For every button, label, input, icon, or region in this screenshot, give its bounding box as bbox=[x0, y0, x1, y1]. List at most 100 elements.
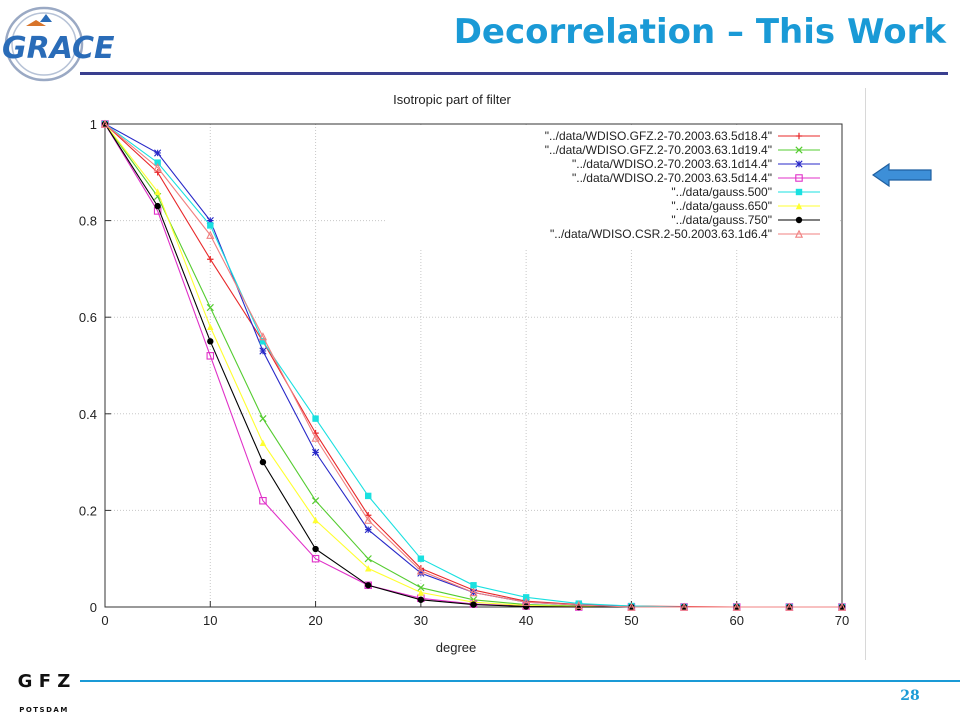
y-tick-label: 0.2 bbox=[79, 503, 97, 518]
data-point bbox=[259, 415, 267, 423]
data-point bbox=[417, 555, 425, 562]
legend-marker bbox=[794, 229, 804, 238]
y-tick-label: 1 bbox=[90, 117, 97, 132]
left-arrow-icon bbox=[871, 162, 932, 188]
data-point bbox=[207, 256, 214, 263]
data-point bbox=[364, 555, 372, 563]
data-point bbox=[154, 159, 161, 166]
filter-chart: 0 10 20 30 40 50 60 70 0 0.2 0.4 0.6 0.8 1 "../data/W… bbox=[55, 86, 867, 658]
data-point bbox=[417, 596, 425, 603]
data-point bbox=[837, 602, 847, 611]
x-tick-label: 0 bbox=[101, 613, 108, 628]
data-point bbox=[154, 202, 161, 210]
data-point bbox=[154, 149, 162, 157]
x-tick-label: 60 bbox=[729, 613, 743, 628]
data-point bbox=[417, 569, 425, 577]
data-point bbox=[469, 588, 478, 597]
data-point bbox=[311, 433, 320, 442]
data-point bbox=[311, 554, 320, 563]
data-point bbox=[679, 602, 689, 611]
legend-marker bbox=[795, 174, 803, 182]
data-point bbox=[365, 492, 372, 500]
legend-label: "../data/WDISO.2-70.2003.63.1d14.4" bbox=[572, 157, 772, 171]
y-tick-label: 0.8 bbox=[79, 214, 97, 229]
data-point bbox=[206, 217, 214, 225]
data-point bbox=[417, 589, 425, 596]
gfz-logo-text: G F Z bbox=[18, 671, 71, 692]
legend-label: "../data/WDISO.GFZ.2-70.2003.63.1d19.4" bbox=[545, 143, 772, 157]
chart-svg: 0 10 20 30 40 50 60 70 0 0.2 0.4 0.6 0.8 1 "../data/W… bbox=[79, 92, 849, 655]
data-point bbox=[312, 415, 319, 422]
legend-label: "../data/WDISO.2-70.2003.63.5d14.4" bbox=[572, 171, 772, 185]
legend-marker bbox=[795, 160, 803, 168]
y-tick-label: 0.6 bbox=[79, 310, 97, 325]
legend-marker bbox=[795, 146, 803, 154]
data-point bbox=[153, 163, 162, 172]
legend-marker bbox=[795, 132, 803, 140]
data-point bbox=[100, 119, 110, 128]
title-rule bbox=[80, 72, 948, 75]
legend-label: "../data/gauss.650" bbox=[671, 199, 772, 213]
legend-marker bbox=[795, 188, 803, 196]
y-tick-label: 0 bbox=[90, 600, 97, 615]
data-point bbox=[364, 515, 373, 524]
x-tick-label: 70 bbox=[835, 613, 849, 628]
chart-title: Isotropic part of filter bbox=[393, 92, 511, 107]
x-tick-label: 20 bbox=[308, 613, 322, 628]
data-point bbox=[416, 566, 425, 575]
data-point bbox=[470, 582, 477, 589]
data-point bbox=[207, 323, 214, 331]
slide-title: Decorrelation – This Work bbox=[453, 12, 946, 52]
data-point bbox=[207, 222, 214, 229]
data-point bbox=[470, 601, 477, 608]
data-point bbox=[259, 439, 267, 446]
data-point bbox=[522, 594, 530, 601]
legend-label: "../data/WDISO.CSR.2-50.2003.63.1d6.4" bbox=[550, 227, 772, 241]
grace-logo: GRACE bbox=[0, 0, 130, 92]
legend-label: "../data/gauss.750" bbox=[671, 213, 772, 227]
data-point bbox=[258, 332, 268, 341]
data-point bbox=[206, 303, 214, 312]
data-point bbox=[259, 347, 267, 355]
footer-rule bbox=[80, 680, 960, 682]
data-point bbox=[627, 602, 636, 611]
data-point bbox=[365, 565, 372, 572]
legend-marker bbox=[795, 216, 803, 224]
data-point bbox=[522, 597, 531, 606]
data-point bbox=[574, 600, 583, 609]
data-point bbox=[259, 496, 267, 505]
data-point bbox=[311, 448, 320, 457]
data-point bbox=[365, 582, 372, 589]
data-point bbox=[312, 516, 319, 524]
data-point bbox=[417, 584, 425, 592]
data-point bbox=[154, 188, 161, 195]
series-triangle-open bbox=[100, 119, 847, 611]
y-tick-label: 0.4 bbox=[79, 407, 97, 422]
x-tick-label: 50 bbox=[624, 613, 638, 628]
grace-logo-orbit-icon bbox=[4, 6, 84, 82]
data-point bbox=[207, 338, 214, 345]
data-point bbox=[732, 602, 741, 611]
data-point bbox=[312, 545, 319, 553]
data-point bbox=[259, 338, 267, 345]
data-point bbox=[259, 458, 267, 466]
page-number: 28 bbox=[900, 688, 920, 704]
x-tick-label: 30 bbox=[414, 613, 428, 628]
data-point bbox=[311, 497, 320, 505]
data-point bbox=[785, 602, 794, 611]
data-point bbox=[206, 230, 215, 239]
data-point bbox=[364, 526, 372, 534]
x-tick-label: 10 bbox=[203, 613, 217, 628]
legend-label: "../data/gauss.500" bbox=[671, 185, 772, 199]
grace-logo-text: GRACE bbox=[2, 31, 115, 66]
gfz-logo-subtext: POTSDAM bbox=[19, 706, 69, 714]
legend-marker bbox=[795, 202, 803, 210]
data-point bbox=[206, 352, 215, 360]
x-tick-label: 40 bbox=[519, 613, 533, 628]
legend-label: "../data/WDISO.GFZ.2-70.2003.63.5d18.4" bbox=[545, 129, 772, 143]
x-axis-label: degree bbox=[436, 640, 476, 655]
series-line bbox=[104, 123, 842, 608]
gfz-logo: G F Z POTSDAM bbox=[8, 668, 80, 718]
legend-box bbox=[385, 126, 840, 248]
right-divider bbox=[865, 88, 866, 660]
